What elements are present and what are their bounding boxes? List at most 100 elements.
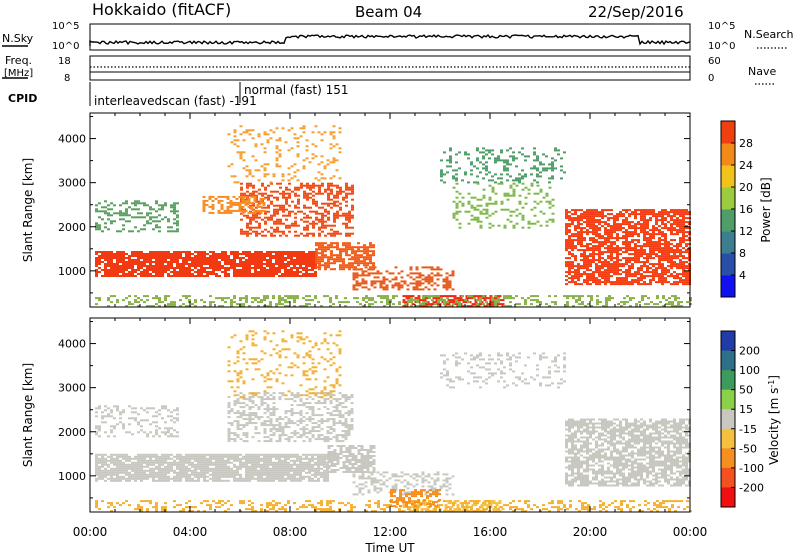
power-cell [293,133,297,136]
power-cell [530,208,534,211]
power-cell [385,278,389,281]
power-cell [242,139,246,142]
power-cell [494,210,498,213]
power-cell [643,263,646,266]
velocity-cell [194,465,197,468]
power-cell [453,297,457,300]
power-cell [622,257,625,260]
power-cell [400,284,404,287]
power-cell [568,281,571,284]
power-cell [254,253,257,255]
velocity-cell [248,455,251,458]
power-cell [577,209,580,212]
power-cell [476,216,480,219]
power-cell [227,255,230,257]
power-cell [188,273,191,275]
velocity-cell [266,457,269,460]
velocity-cell [122,453,125,456]
power-cell [203,263,206,265]
power-cell [140,253,143,255]
power-cell [345,250,348,253]
power-cell [631,233,634,236]
power-cell [212,301,215,304]
power-cell [625,237,628,240]
power-cell [652,273,655,276]
velocity-cell [257,477,260,480]
power-cell [628,233,631,236]
power-cell [302,297,305,300]
power-cell [595,215,598,218]
power-cell [254,255,257,257]
power-cell [488,226,492,229]
velocity-cell [209,463,212,466]
velocity-cell [122,469,125,472]
power-cell [503,192,507,195]
beam-title: Beam 04 [355,3,422,21]
power-cell [333,262,336,265]
power-cell [191,261,194,263]
power-cell [294,192,297,195]
power-cell [497,299,500,302]
velocity-cell [149,471,152,474]
power-cell [470,161,473,164]
power-cell [294,230,297,233]
power-cell [290,253,293,255]
velocity-cell [224,455,227,458]
power-cell [357,264,360,267]
power-cell [397,282,401,285]
power-cell [305,269,308,271]
power-cell [631,249,634,252]
power-cell [610,235,613,238]
power-cell [314,271,317,273]
power-cell [152,208,155,211]
power-cell [436,266,440,269]
power-cell [418,284,422,287]
velocity-cell [104,459,107,462]
power-cell [303,212,306,215]
power-cell [565,231,568,234]
power-cell [179,251,182,253]
power-cell [276,182,279,185]
velocity-cell [266,453,269,456]
power-cell [299,275,302,277]
power-cell [489,301,493,304]
velocity-cell [140,463,143,466]
power-cell [262,209,266,212]
power-cell [266,297,269,300]
velocity-cell [164,469,167,472]
power-cell [539,200,543,203]
power-cell [437,295,440,298]
power-cell [224,259,227,261]
power-cell [167,273,170,275]
power-cell [586,225,589,228]
velocity-cell [185,471,188,474]
power-cell [290,127,294,130]
velocity-cell [281,463,284,466]
power-cell [296,251,299,253]
velocity-cell [188,463,191,466]
velocity-cell [149,457,152,460]
power-cell [164,202,167,205]
power-cell [329,131,333,134]
power-cell [158,263,161,265]
velocity-cell [206,479,209,482]
power-cell [182,303,185,306]
velocity-cell [245,467,248,470]
power-cell [110,255,113,257]
power-cell [661,273,664,276]
power-cell [580,215,583,218]
power-cell [436,278,440,281]
power-cell [376,272,380,275]
power-cell [613,257,616,260]
power-cell [323,131,327,134]
power-cell [628,281,631,284]
velocity-cell [98,467,101,470]
power-cell [131,208,134,211]
power-cell [676,247,679,250]
power-cell [220,211,224,214]
velocity-cell [260,479,263,482]
velocity-cell [221,455,224,458]
power-cell [622,251,625,254]
power-cell [336,204,339,207]
power-cell [339,208,342,211]
